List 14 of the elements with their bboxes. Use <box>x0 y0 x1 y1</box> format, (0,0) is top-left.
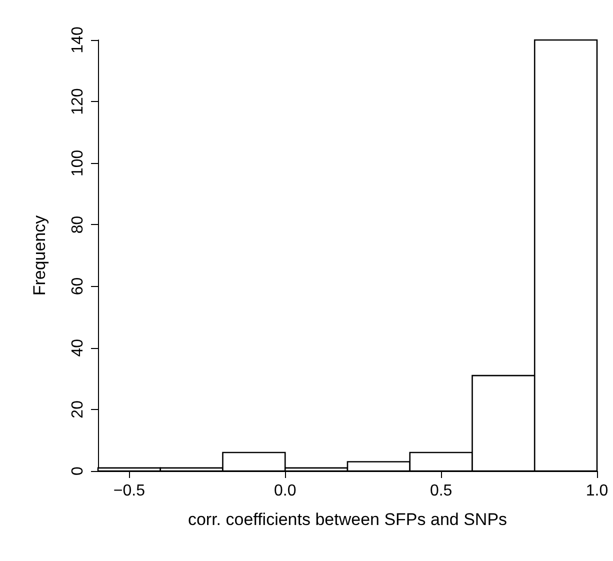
x-tick-label: −0.5 <box>113 482 146 500</box>
y-tick-label: 120 <box>70 88 86 115</box>
x-tick-label: 1.0 <box>586 482 608 500</box>
x-tick-label: 0.0 <box>274 482 296 500</box>
y-tick-label: 80 <box>70 216 86 234</box>
y-tick-label: 140 <box>70 26 86 54</box>
y-tick-label: 60 <box>70 277 86 296</box>
y-tick-label: 100 <box>70 150 86 176</box>
y-tick-label: 20 <box>70 400 86 418</box>
x-tick-label: 0.5 <box>430 482 452 500</box>
y-axis-title: Frequency <box>30 214 49 296</box>
y-tick-label: 0 <box>70 466 86 476</box>
y-tick-label: 40 <box>70 338 86 357</box>
x-axis-title: corr. coefficients between SFPs and SNPs <box>188 510 508 529</box>
